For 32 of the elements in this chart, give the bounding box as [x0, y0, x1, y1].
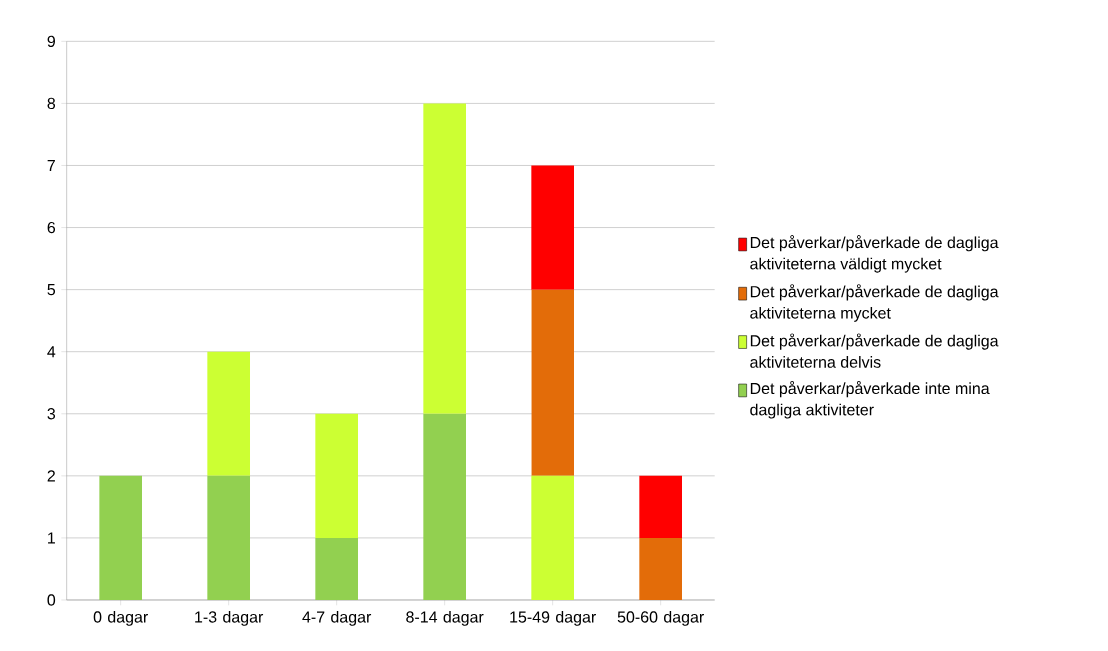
x-tick-label: 4-7 dagar — [302, 611, 372, 627]
y-tick-label: 7 — [47, 160, 55, 172]
bar — [315, 413, 359, 539]
y-tick-label: 3 — [47, 408, 56, 420]
x-tick-label: 1-3 dagar — [195, 611, 264, 627]
bar — [531, 476, 574, 601]
bar — [531, 165, 574, 290]
bar — [639, 538, 682, 601]
bar — [99, 476, 143, 601]
x-tick-label: 8-14 dagar — [406, 611, 484, 627]
bar — [639, 476, 682, 539]
bar — [423, 413, 466, 601]
y-tick-label: 4 — [47, 346, 56, 358]
y-tick-label: 0 — [47, 594, 56, 606]
y-tick-label: 1 — [48, 532, 55, 544]
y-tick-label: 9 — [47, 35, 55, 48]
bar — [531, 289, 574, 477]
bar — [315, 538, 359, 601]
x-tick-label: 15-49 dagar — [510, 611, 596, 627]
legend-label: Det påverkar/påverkade inte mina dagliga aktiviteter — [750, 381, 990, 419]
y-tick-label: 6 — [47, 222, 56, 234]
legend-label: Det påverkar/påverkade de dagliga aktiviteterna mycket — [750, 284, 999, 323]
x-tick-label: 0 dagar — [93, 611, 148, 627]
y-tick-label: 8 — [47, 97, 56, 110]
x-tick-label: 50-60 dagar — [617, 611, 704, 627]
bar — [423, 103, 466, 414]
legend-label: Det påverkar/påverkade de dagliga aktiviteterna väldigt mycket — [750, 235, 999, 273]
y-tick-label: 2 — [47, 470, 55, 482]
legend-label: Det påverkar/påverkade de dagliga aktiviteterna delvis — [750, 333, 999, 369]
bar — [207, 351, 251, 477]
y-tick-label: 5 — [47, 284, 56, 296]
bar — [207, 476, 251, 601]
